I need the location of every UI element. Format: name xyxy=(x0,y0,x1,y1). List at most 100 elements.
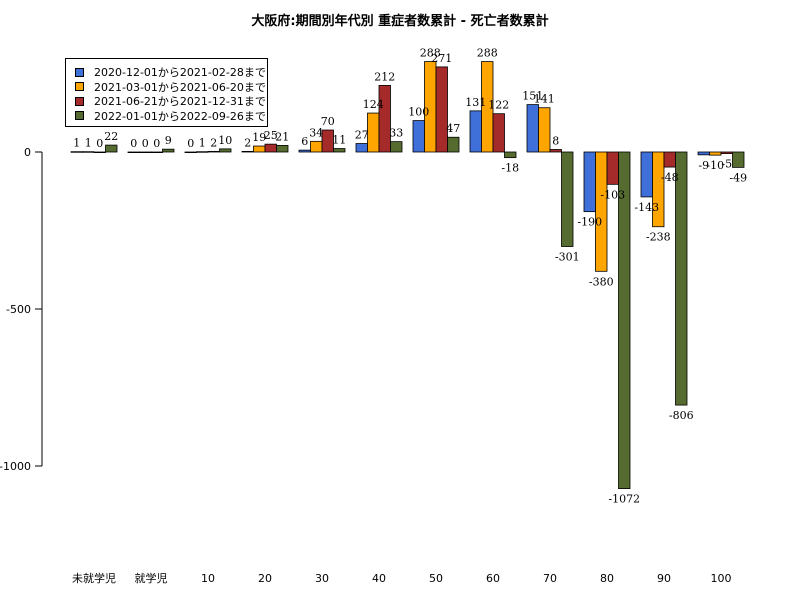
bar xyxy=(390,141,403,153)
legend-item: 2020-12-01から2021-02-28まで xyxy=(75,65,266,79)
x-tick-label: 80 xyxy=(600,572,614,585)
data-label: 70 xyxy=(321,115,335,128)
legend-label: 2021-03-01から2021-06-20まで xyxy=(94,80,266,94)
bar xyxy=(618,151,631,490)
bar xyxy=(469,110,482,153)
x-tick-label: 就学児 xyxy=(135,571,168,585)
data-label: 6 xyxy=(301,135,308,148)
data-label: 0 xyxy=(130,137,137,150)
bar xyxy=(162,148,175,153)
x-tick-label: 70 xyxy=(543,572,557,585)
data-label: 1 xyxy=(199,137,206,150)
data-label: 34 xyxy=(309,126,323,139)
x-tick-label: 10 xyxy=(201,572,215,585)
data-label: 212 xyxy=(374,70,395,83)
bar xyxy=(412,120,425,153)
data-label: 1 xyxy=(73,137,80,150)
bar xyxy=(538,107,551,153)
bar xyxy=(127,151,140,154)
legend-label: 2021-06-21から2021-12-31まで xyxy=(94,95,266,108)
x-tick-label: 未就学児 xyxy=(72,571,116,585)
bar xyxy=(355,143,368,153)
x-tick-label: 50 xyxy=(429,572,443,585)
legend: 2020-12-01から2021-02-28まで 2021-03-01から2021… xyxy=(65,58,268,127)
bar xyxy=(435,66,448,153)
bar xyxy=(367,112,380,153)
legend-item: 2021-06-21から2021-12-31まで xyxy=(75,94,266,108)
bar xyxy=(105,144,118,153)
data-label: 122 xyxy=(488,99,509,112)
data-label: 9 xyxy=(165,134,172,147)
data-label: 271 xyxy=(431,52,452,65)
bar xyxy=(732,151,745,168)
bar xyxy=(150,151,163,154)
bar xyxy=(82,151,95,153)
data-label: -48 xyxy=(661,171,679,184)
x-tick-label: 90 xyxy=(657,572,671,585)
y-tick-label: -500 xyxy=(6,303,31,316)
data-label: -103 xyxy=(600,188,625,201)
y-axis: 0 -500 -1000 xyxy=(0,146,43,473)
bar xyxy=(378,85,391,153)
data-label: -9 xyxy=(698,159,709,172)
x-tick-label: 20 xyxy=(258,572,272,585)
bar xyxy=(219,148,232,153)
bar xyxy=(606,151,619,185)
data-label: -190 xyxy=(577,216,602,229)
data-label: 47 xyxy=(446,122,460,135)
data-label: 21 xyxy=(275,130,289,143)
bar xyxy=(310,140,323,153)
bar xyxy=(481,61,494,153)
bar xyxy=(549,149,562,153)
bar xyxy=(264,143,277,153)
y-tick-label: -1000 xyxy=(0,460,31,473)
legend-item: 2022-01-01から2022-09-26まで xyxy=(75,109,266,123)
bar xyxy=(595,151,608,272)
legend-item: 2021-03-01から2021-06-20まで xyxy=(75,80,266,94)
data-label: 19 xyxy=(252,131,266,144)
data-label: -143 xyxy=(634,201,659,214)
data-label: 10 xyxy=(218,134,232,147)
legend-swatch xyxy=(75,111,84,120)
bar xyxy=(139,151,152,154)
chart-title: 大阪府:期間別年代別 重症者数累計 - 死亡者数累計 xyxy=(251,14,549,29)
data-label: 141 xyxy=(534,93,555,106)
bar xyxy=(196,151,209,153)
data-label: 1 xyxy=(85,137,92,150)
bar xyxy=(663,151,676,168)
data-label: -10 xyxy=(706,159,724,172)
legend-swatch xyxy=(75,67,84,77)
y-tick-label: 0 xyxy=(24,146,31,159)
bar xyxy=(253,145,266,153)
data-label: 2 xyxy=(244,136,251,149)
data-label: 0 xyxy=(96,137,103,150)
data-label: 288 xyxy=(477,47,498,60)
legend-swatch xyxy=(75,82,84,91)
data-label: -5 xyxy=(721,158,732,171)
bar xyxy=(504,151,517,159)
bar xyxy=(70,151,83,153)
data-label: 0 xyxy=(187,137,194,150)
legend-swatch xyxy=(75,96,84,106)
bar xyxy=(652,151,665,228)
data-label: 11 xyxy=(332,134,346,147)
bar xyxy=(697,151,710,156)
data-label: -301 xyxy=(555,251,580,264)
bar xyxy=(583,151,596,213)
bar xyxy=(241,150,254,153)
data-label: 2 xyxy=(210,136,217,149)
data-label: 25 xyxy=(264,129,278,142)
x-tick-label: 100 xyxy=(711,572,732,585)
bars xyxy=(70,61,745,490)
data-label: 0 xyxy=(153,137,160,150)
bar xyxy=(640,151,653,198)
data-label: 22 xyxy=(104,130,118,143)
data-label: -1072 xyxy=(608,493,640,506)
legend-label: 2022-01-01から2022-09-26まで xyxy=(94,109,266,123)
data-label: 33 xyxy=(389,127,403,140)
data-label: 288 xyxy=(420,47,441,60)
bar xyxy=(298,149,311,153)
data-label: 100 xyxy=(408,106,429,119)
